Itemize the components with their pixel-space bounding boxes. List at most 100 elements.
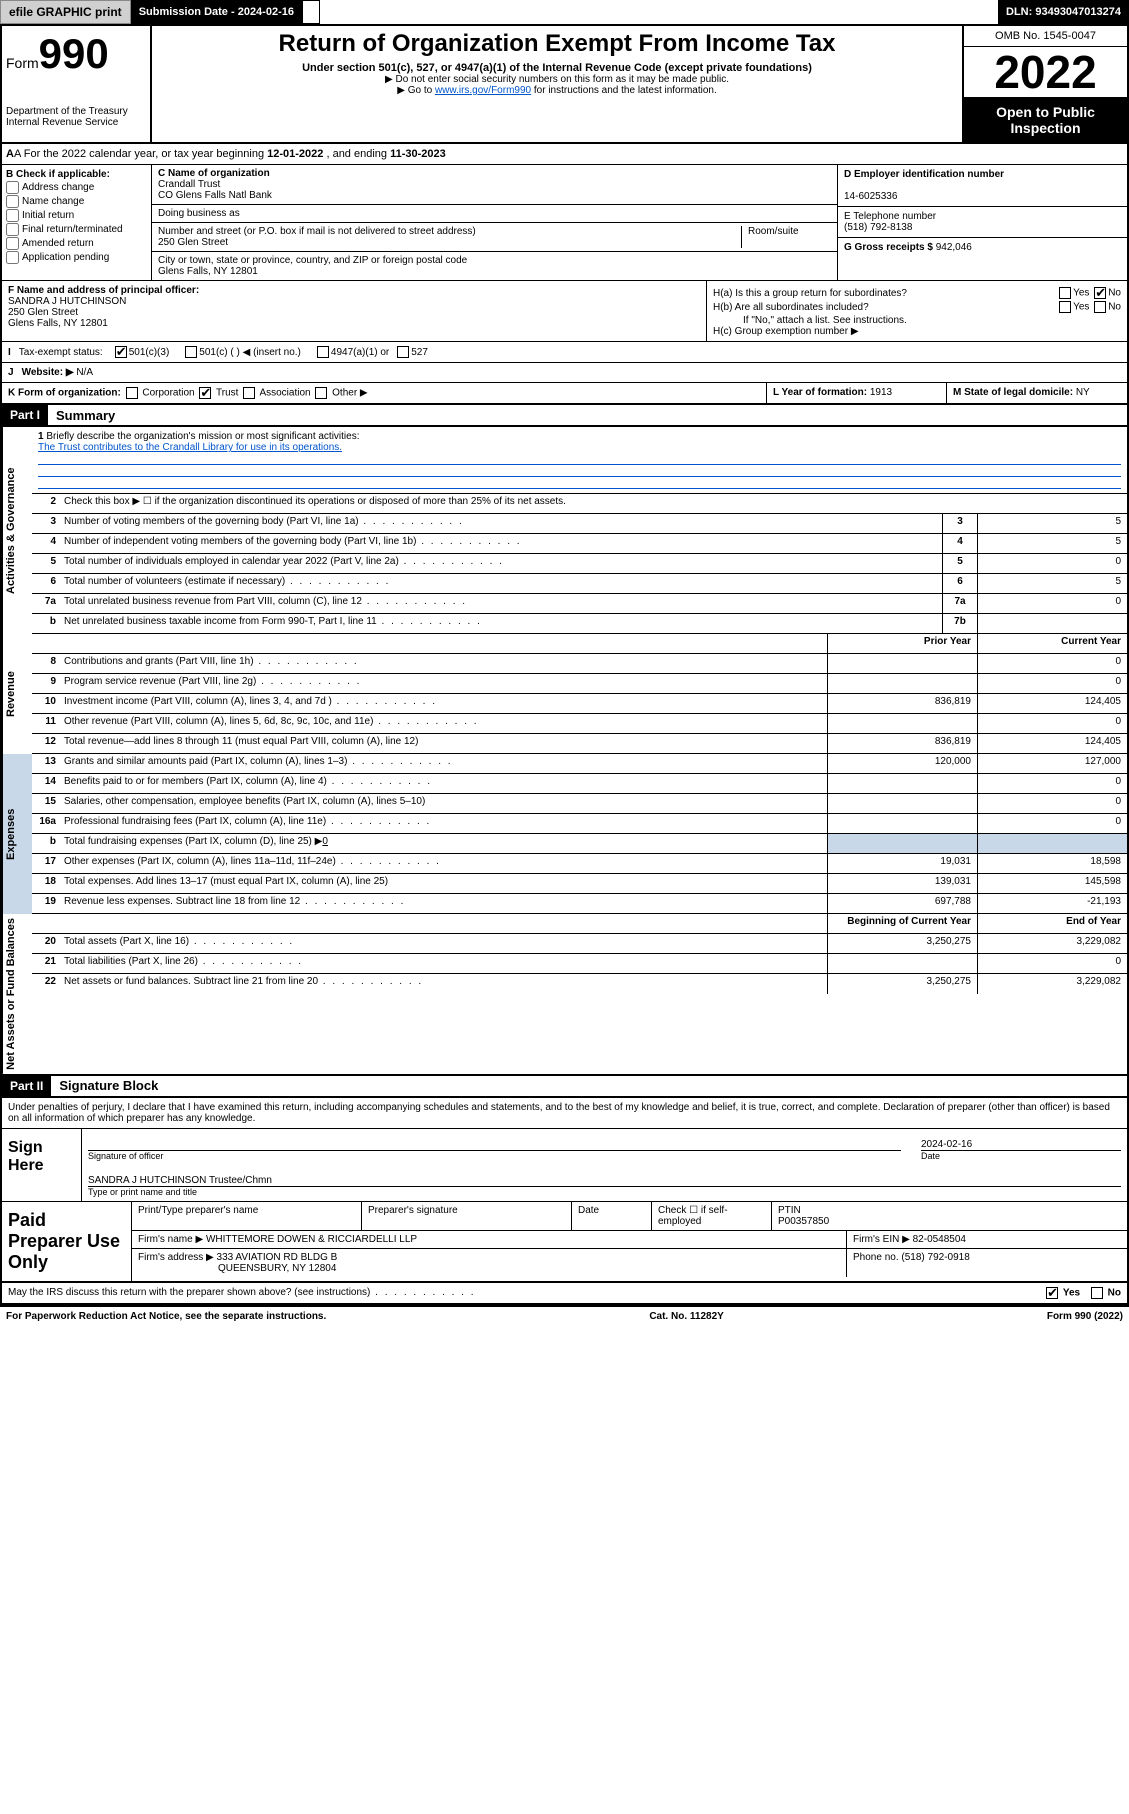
f-street: 250 Glen Street <box>8 307 78 318</box>
line-17-prior: 19,031 <box>827 854 977 873</box>
c-name-block: C Name of organization Crandall Trust CO… <box>152 165 837 205</box>
line-16b-current <box>977 834 1127 853</box>
prep-name-label: Print/Type preparer's name <box>132 1202 362 1230</box>
line-7b: Net unrelated business taxable income fr… <box>60 614 942 633</box>
row-j-website: JWebsite: ▶ N/A <box>2 363 1127 383</box>
line-15-prior <box>827 794 977 813</box>
line-20-eoy: 3,229,082 <box>977 934 1127 953</box>
line-19-current: -21,193 <box>977 894 1127 913</box>
line-16a: Professional fundraising fees (Part IX, … <box>60 814 827 833</box>
omb-number: OMB No. 1545-0047 <box>964 26 1127 47</box>
k-assoc-checkbox[interactable] <box>243 387 255 399</box>
k-other-checkbox[interactable] <box>315 387 327 399</box>
col-b-checkboxes: B Check if applicable: Address change Na… <box>2 165 152 280</box>
line-9-current: 0 <box>977 674 1127 693</box>
street-value: 250 Glen Street <box>158 237 228 248</box>
mission-question: Briefly describe the organization's miss… <box>46 431 359 442</box>
paid-preparer-label: Paid Preparer Use Only <box>2 1202 132 1281</box>
line-2: Check this box ▶ ☐ if the organization d… <box>60 494 1127 513</box>
line-18-prior: 139,031 <box>827 874 977 893</box>
line-22: Net assets or fund balances. Subtract li… <box>60 974 827 994</box>
discuss-no-checkbox[interactable] <box>1091 1287 1103 1299</box>
open-to-public: Open to Public Inspection <box>964 98 1127 142</box>
discuss-yesno: Yes No <box>1044 1287 1121 1299</box>
k-corp-checkbox[interactable] <box>126 387 138 399</box>
firm-ein: 82-0548504 <box>913 1234 966 1245</box>
form-number: Form990 <box>6 30 146 78</box>
c-dba-block: Doing business as <box>152 205 837 223</box>
summary-revenue: Revenue Prior YearCurrent Year 8Contribu… <box>2 634 1127 754</box>
c-name-label: C Name of organization <box>158 168 270 179</box>
efile-print-button[interactable]: efile GRAPHIC print <box>0 0 131 24</box>
j-label: Website: ▶ <box>22 367 74 378</box>
top-toolbar: efile GRAPHIC print Submission Date - 20… <box>0 0 1129 24</box>
line-22-eoy: 3,229,082 <box>977 974 1127 994</box>
officer-sig-label: Signature of officer <box>88 1151 901 1161</box>
line-11-current: 0 <box>977 714 1127 733</box>
line-5: Total number of individuals employed in … <box>60 554 942 573</box>
check-address-change[interactable]: Address change <box>6 181 147 194</box>
i-527-checkbox[interactable] <box>397 346 409 358</box>
line-1-mission: 1 Briefly describe the organization's mi… <box>32 427 1127 494</box>
i-opt2: 501(c) ( ) ◀ (insert no.) <box>199 347 301 358</box>
line-16b-prior <box>827 834 977 853</box>
sub3-post: for instructions and the latest informat… <box>531 85 717 96</box>
e-phone: E Telephone number (518) 792-8138 <box>838 207 1127 238</box>
ha-no-checkbox[interactable] <box>1094 287 1106 299</box>
i-501c-checkbox[interactable] <box>185 346 197 358</box>
row-i-tax-exempt: ITax-exempt status: 501(c)(3) 501(c) ( )… <box>2 342 1127 363</box>
tax-year: 2022 <box>964 47 1127 98</box>
form-subtitle-3: ▶ Go to www.irs.gov/Form990 for instruct… <box>156 85 958 96</box>
k-trust-checkbox[interactable] <box>199 387 211 399</box>
instructions-link[interactable]: www.irs.gov/Form990 <box>435 85 531 96</box>
city-label: City or town, state or province, country… <box>158 255 467 266</box>
check-amended-return[interactable]: Amended return <box>6 237 147 250</box>
org-name-1: Crandall Trust <box>158 179 220 190</box>
vtab-revenue: Revenue <box>2 634 32 754</box>
i-501c3-checkbox[interactable] <box>115 346 127 358</box>
street-label: Number and street (or P.O. box if mail i… <box>158 226 476 237</box>
irs-label: Internal Revenue Service <box>6 117 146 128</box>
vtab-net-assets: Net Assets or Fund Balances <box>2 914 32 1074</box>
ha-yes-checkbox[interactable] <box>1059 287 1071 299</box>
part2-header-row: Part II Signature Block <box>2 1076 1127 1098</box>
line-6-val: 5 <box>977 574 1127 593</box>
part1-header-row: Part I Summary <box>2 405 1127 427</box>
check-name-change[interactable]: Name change <box>6 195 147 208</box>
check-final-return[interactable]: Final return/terminated <box>6 223 147 236</box>
line-16a-current: 0 <box>977 814 1127 833</box>
form-title: Return of Organization Exempt From Incom… <box>156 30 958 58</box>
col-de: D Employer identification number 14-6025… <box>837 165 1127 280</box>
line-9-prior <box>827 674 977 693</box>
line-9: Program service revenue (Part VIII, line… <box>60 674 827 693</box>
col-boy: Beginning of Current Year <box>827 914 977 933</box>
line-13-prior: 120,000 <box>827 754 977 773</box>
firm-addr-label: Firm's address ▶ <box>138 1252 214 1263</box>
firm-addr2: QUEENSBURY, NY 12804 <box>218 1263 336 1274</box>
officer-name-label: Type or print name and title <box>88 1187 1121 1197</box>
officer-signature-line[interactable] <box>88 1133 901 1151</box>
summary-governance: Activities & Governance 1 Briefly descri… <box>2 427 1127 634</box>
line-7a: Total unrelated business revenue from Pa… <box>60 594 942 613</box>
check-initial-return[interactable]: Initial return <box>6 209 147 222</box>
line-14-prior <box>827 774 977 793</box>
line-6: Total number of volunteers (estimate if … <box>60 574 942 593</box>
line-15: Salaries, other compensation, employee b… <box>60 794 827 813</box>
col-prior-year: Prior Year <box>827 634 977 653</box>
l-value: 1913 <box>870 387 892 398</box>
row-a-tax-year: AA For the 2022 calendar year, or tax ye… <box>2 144 1127 165</box>
sign-here-label: Sign Here <box>2 1129 82 1201</box>
line-14-current: 0 <box>977 774 1127 793</box>
check-application-pending[interactable]: Application pending <box>6 251 147 264</box>
f-city: Glens Falls, NY 12801 <box>8 318 108 329</box>
i-4947-checkbox[interactable] <box>317 346 329 358</box>
summary-net-assets: Net Assets or Fund Balances Beginning of… <box>2 914 1127 1076</box>
hb-yes-checkbox[interactable] <box>1059 301 1071 313</box>
discuss-yes-checkbox[interactable] <box>1046 1287 1058 1299</box>
line-12-current: 124,405 <box>977 734 1127 753</box>
sub3-pre: ▶ Go to <box>397 85 435 96</box>
hb-no-checkbox[interactable] <box>1094 301 1106 313</box>
line-13: Grants and similar amounts paid (Part IX… <box>60 754 827 773</box>
line-21: Total liabilities (Part X, line 26) <box>60 954 827 973</box>
part1-title: Summary <box>48 408 115 423</box>
